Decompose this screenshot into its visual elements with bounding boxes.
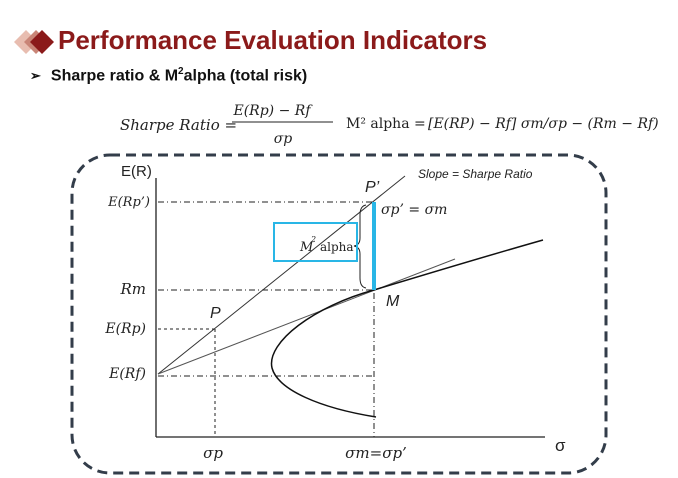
sigma-equality: σp’ = σm bbox=[381, 202, 447, 218]
cml-line bbox=[157, 258, 456, 375]
arrow-bullet-icon: ➢ bbox=[30, 68, 41, 84]
cal-portfolio-line bbox=[157, 175, 406, 375]
sharpe-denominator: σp bbox=[274, 131, 293, 147]
title-bar: Performance Evaluation Indicators bbox=[0, 20, 678, 64]
m2-formula: M² alpha = [E(RP) − Rf] σm/σp − (Rm − Rf… bbox=[346, 116, 659, 132]
page-title: Performance Evaluation Indicators bbox=[58, 25, 488, 55]
point-m-label: M bbox=[386, 293, 400, 310]
diamond-bullet-icon bbox=[14, 30, 54, 54]
y-tick-e-rp-prime: E(Rp’) bbox=[107, 195, 150, 210]
x-tick-sigma-m: σm=σp’ bbox=[345, 444, 407, 462]
subtitle: ➢ Sharpe ratio & M2alpha (total risk) bbox=[30, 66, 307, 85]
guide-lines bbox=[158, 201, 375, 437]
point-p-label: P bbox=[210, 305, 221, 322]
m2-box-base: M bbox=[299, 240, 314, 255]
y-tick-rm: Rm bbox=[119, 280, 146, 298]
y-tick-e-rf: E(Rf) bbox=[108, 366, 146, 382]
sharpe-label: Sharpe Ratio = bbox=[120, 116, 237, 134]
brace bbox=[353, 204, 367, 289]
sharpe-formula: Sharpe Ratio = E(Rp) − Rf σp bbox=[120, 103, 333, 147]
y-axis-label: E(R) bbox=[121, 163, 152, 180]
y-tick-e-rp: E(Rp) bbox=[104, 321, 146, 337]
m2-body: [E(RP) − Rf] σm/σp − (Rm − Rf) bbox=[428, 116, 659, 132]
point-p-prime-label: P’ bbox=[365, 179, 380, 196]
sharpe-numerator: E(Rp) − Rf bbox=[233, 103, 314, 119]
slope-note: Slope = Sharpe Ratio bbox=[418, 167, 533, 181]
subtitle-sup: 2 bbox=[178, 66, 184, 77]
x-tick-sigma-p: σp bbox=[203, 444, 223, 462]
x-axis-label: σ bbox=[555, 436, 566, 455]
subtitle-suffix: alpha (total risk) bbox=[183, 67, 308, 85]
efficient-frontier bbox=[270, 239, 544, 418]
m2-label: M² alpha = bbox=[346, 116, 426, 132]
m2-alpha-box bbox=[273, 222, 358, 262]
diagram-frame bbox=[70, 153, 608, 475]
p-guide-lines bbox=[158, 328, 216, 437]
m2-box-suffix: alpha bbox=[320, 240, 354, 254]
subtitle-prefix: Sharpe ratio & M bbox=[50, 67, 179, 85]
m2-box-sup: 2 bbox=[310, 235, 316, 244]
